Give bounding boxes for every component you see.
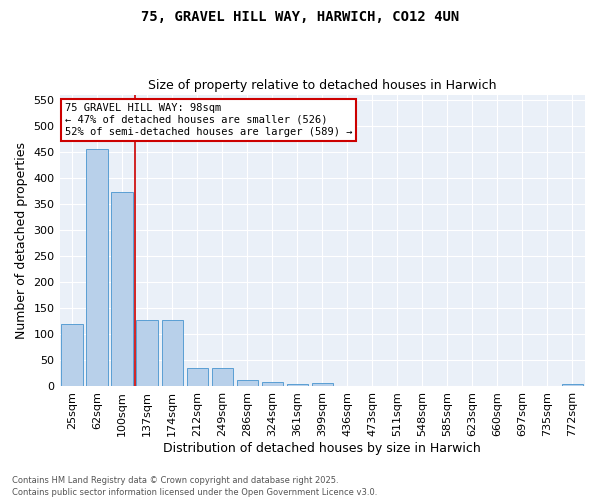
Bar xyxy=(287,384,308,386)
Bar xyxy=(187,368,208,386)
Text: Contains HM Land Registry data © Crown copyright and database right 2025.
Contai: Contains HM Land Registry data © Crown c… xyxy=(12,476,377,497)
X-axis label: Distribution of detached houses by size in Harwich: Distribution of detached houses by size … xyxy=(163,442,481,455)
Bar xyxy=(161,320,183,386)
Y-axis label: Number of detached properties: Number of detached properties xyxy=(15,142,28,339)
Text: 75 GRAVEL HILL WAY: 98sqm
← 47% of detached houses are smaller (526)
52% of semi: 75 GRAVEL HILL WAY: 98sqm ← 47% of detac… xyxy=(65,104,352,136)
Bar xyxy=(562,384,583,386)
Bar xyxy=(61,324,83,386)
Bar xyxy=(311,384,333,386)
Bar xyxy=(86,150,108,386)
Bar xyxy=(112,192,133,386)
Title: Size of property relative to detached houses in Harwich: Size of property relative to detached ho… xyxy=(148,79,497,92)
Bar xyxy=(262,382,283,386)
Bar xyxy=(136,320,158,386)
Bar xyxy=(236,380,258,386)
Text: 75, GRAVEL HILL WAY, HARWICH, CO12 4UN: 75, GRAVEL HILL WAY, HARWICH, CO12 4UN xyxy=(141,10,459,24)
Bar xyxy=(212,368,233,386)
